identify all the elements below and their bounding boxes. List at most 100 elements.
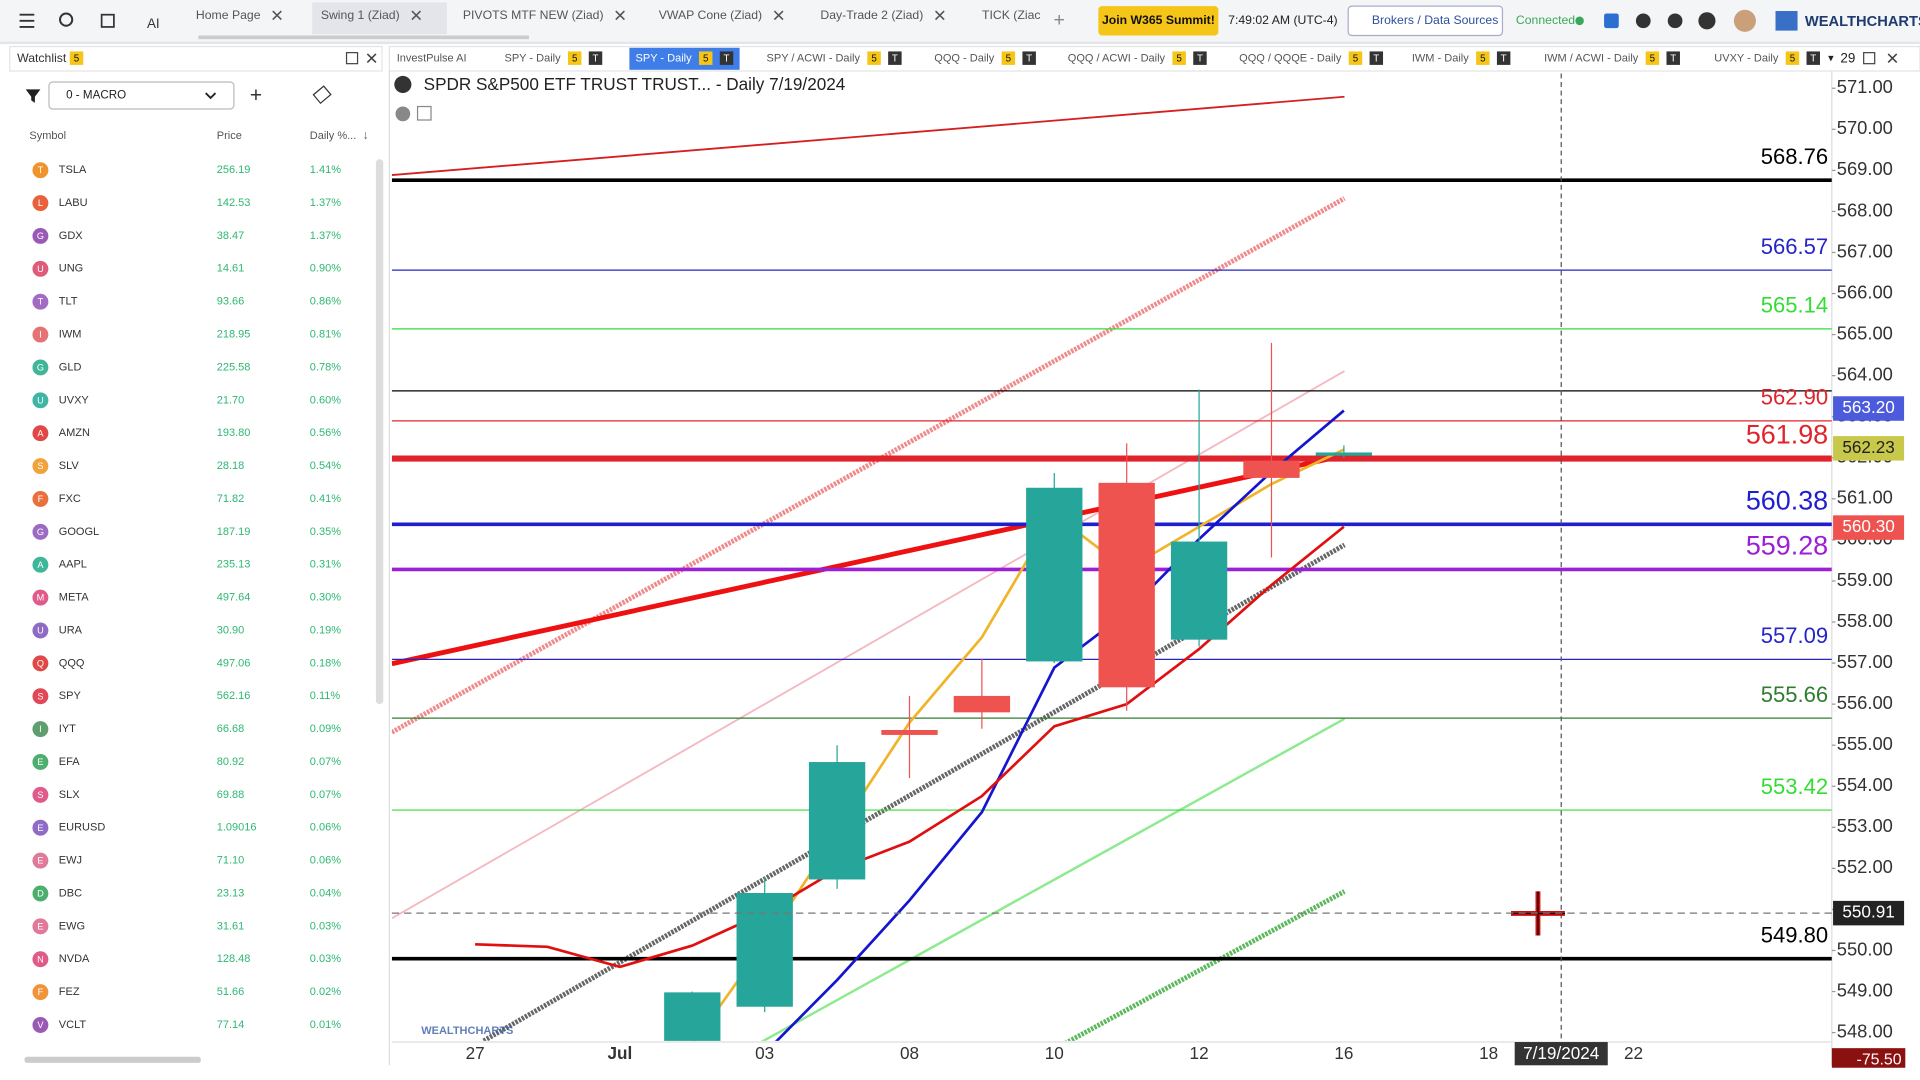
help-icon[interactable] (1698, 12, 1716, 30)
chart-tab-label[interactable]: SPY - Daily (636, 53, 693, 65)
symbol[interactable]: VCLT (59, 1019, 87, 1031)
symbol-badge (32, 721, 49, 738)
symbol[interactable]: TSLA (59, 164, 87, 176)
layouts-icon[interactable] (100, 13, 115, 28)
tab-label[interactable]: Day-Trade 2 (Ziad) (820, 8, 923, 22)
symbol[interactable]: FEZ (59, 986, 80, 998)
chart-tab-label[interactable]: QQQ - Daily (934, 53, 994, 65)
tab-close[interactable] (411, 10, 422, 21)
symbol[interactable]: SLX (59, 789, 80, 801)
settings-icon[interactable] (1667, 13, 1683, 29)
chart-tab-label[interactable]: SPY / ACWI - Daily (767, 53, 861, 65)
search-icon[interactable] (59, 12, 74, 27)
tab-close[interactable] (272, 10, 282, 21)
symbol[interactable]: DBC (59, 887, 82, 899)
symbol[interactable]: GOOGL (59, 526, 99, 538)
symbol[interactable]: EWJ (59, 855, 82, 867)
tab-close[interactable] (773, 10, 784, 21)
change: 0.09% (310, 723, 341, 735)
chart-tab-label[interactable]: IWM / ACWI - Daily (1544, 53, 1639, 65)
symbol[interactable]: TLT (59, 296, 78, 308)
chart-tab-label[interactable]: UVXY - Daily (1714, 53, 1779, 65)
add-indicator[interactable] (416, 105, 432, 121)
chart-tab-label[interactable]: SPY - Daily (504, 53, 561, 65)
ai-label[interactable]: AI (147, 16, 160, 31)
list-name[interactable]: 0 - MACRO (66, 89, 126, 102)
tab-close[interactable] (934, 10, 945, 21)
symbol[interactable]: META (59, 592, 89, 604)
y-tick-label: 559.00 (1837, 569, 1893, 590)
symbol[interactable]: SLV (59, 460, 80, 472)
symbol[interactable]: NVDA (59, 953, 90, 965)
bell-icon[interactable] (1635, 13, 1651, 29)
tab-count[interactable]: 29 (1840, 50, 1855, 65)
symbol[interactable]: QQQ (59, 657, 85, 669)
symbol[interactable]: IYT (59, 723, 76, 735)
tab-menu[interactable]: ▾ (1828, 53, 1834, 65)
trendline (1064, 889, 1346, 1041)
dropdown-caret[interactable] (205, 92, 217, 100)
symbol[interactable]: AMZN (59, 427, 90, 439)
chart-maximize[interactable] (1863, 52, 1876, 65)
tab-label[interactable]: TICK (Ziac (982, 8, 1040, 22)
add-tab[interactable]: + (1053, 9, 1064, 31)
brokers-button[interactable] (1347, 5, 1504, 37)
eraser-icon[interactable] (312, 85, 332, 105)
price: 14.61 (217, 263, 245, 275)
change: 0.81% (310, 328, 341, 340)
watchlist-scrollbar (375, 159, 384, 705)
symbol-badge-letter: I (39, 330, 42, 340)
y-tick-label: 549.00 (1837, 979, 1893, 1000)
symbol[interactable]: GLD (59, 361, 82, 373)
filter-icon[interactable] (25, 89, 41, 103)
menu-icon[interactable] (19, 13, 35, 28)
y-tick-label: 553.00 (1837, 815, 1893, 836)
column-header[interactable]: Symbol (29, 130, 66, 142)
symbol[interactable]: GDX (59, 230, 84, 242)
indicator-icon[interactable] (395, 106, 411, 122)
tab-label[interactable]: VWAP Cone (Ziad) (659, 8, 762, 22)
column-header[interactable]: Daily %... (310, 130, 357, 142)
summit-button[interactable] (1098, 6, 1219, 36)
y-tick-label: 550.00 (1837, 938, 1893, 959)
close-icon[interactable] (366, 53, 377, 64)
active-tab-bg (312, 2, 447, 35)
chart-tab-tag-text: T (1670, 53, 1676, 64)
chart-tab-label[interactable]: QQQ / ACWI - Daily (1068, 53, 1166, 65)
maximize-icon[interactable] (345, 52, 359, 65)
level-label: 560.38 (1746, 485, 1828, 515)
tab-label[interactable]: PIVOTS MTF NEW (Ziad) (463, 8, 604, 22)
add-symbol[interactable]: + (250, 84, 262, 107)
symbol[interactable]: EURUSD (59, 822, 106, 834)
symbol[interactable]: UVXY (59, 394, 90, 406)
symbol[interactable]: LABU (59, 197, 88, 209)
symbol[interactable]: UNG (59, 263, 83, 275)
price: 193.80 (217, 427, 251, 439)
chart-tab-tag-text: 5 (1176, 53, 1182, 64)
tab-label[interactable]: Swing 1 (Ziad) (321, 8, 400, 22)
avatar[interactable] (1733, 9, 1756, 32)
chart-tab-label[interactable]: InvestPulse AI (397, 53, 467, 65)
save-icon[interactable] (1604, 13, 1619, 29)
candle-body (1243, 460, 1300, 478)
tab-close[interactable] (615, 10, 625, 21)
chart-tab-tag-text: 5 (1790, 53, 1796, 64)
chart-close[interactable] (1887, 53, 1898, 64)
symbol[interactable]: FXC (59, 493, 81, 505)
chart-tab-label[interactable]: QQQ / QQQE - Daily (1239, 53, 1342, 65)
symbol[interactable]: EWG (59, 920, 85, 932)
list-select[interactable] (48, 81, 235, 110)
sort-arrow[interactable]: ↓ (362, 128, 368, 142)
tab-label[interactable]: Home Page (196, 8, 261, 22)
symbol[interactable]: SPY (59, 690, 82, 702)
summit-label[interactable]: Join W365 Summit! (1102, 13, 1215, 27)
symbol[interactable]: AAPL (59, 559, 87, 571)
chart-tab-tag-text: T (1026, 53, 1032, 64)
y-tick-label: 570.00 (1837, 117, 1893, 138)
symbol[interactable]: URA (59, 624, 83, 636)
symbol[interactable]: IWM (59, 328, 82, 340)
brokers-label[interactable]: Brokers / Data Sources (1372, 13, 1498, 27)
symbol[interactable]: EFA (59, 756, 80, 768)
chart-tab-label[interactable]: IWM - Daily (1412, 53, 1469, 65)
column-header[interactable]: Price (217, 130, 242, 142)
